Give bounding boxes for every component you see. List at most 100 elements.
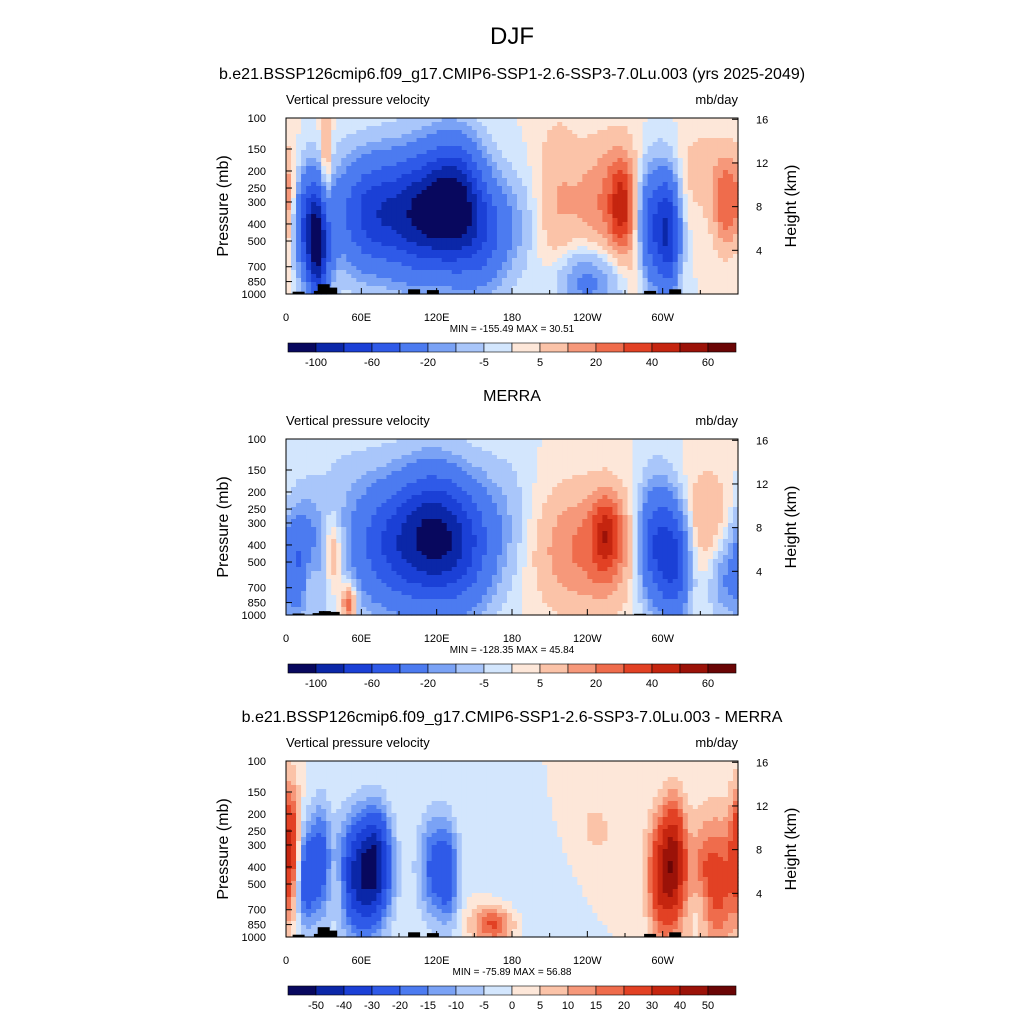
heatmap-cell [371, 258, 377, 263]
heatmap-cell [517, 174, 523, 179]
heatmap-cell [456, 166, 463, 171]
heatmap-cell [446, 282, 453, 287]
heatmap-cell [321, 479, 327, 484]
heatmap-cell [501, 262, 508, 267]
heatmap-cell [291, 282, 297, 287]
heatmap-cell [697, 230, 704, 235]
heatmap-cell [481, 242, 488, 247]
heatmap-cell [552, 262, 558, 267]
heatmap-cell [336, 467, 342, 472]
heatmap-cell [386, 138, 393, 143]
heatmap-cell [416, 266, 423, 271]
heatmap-cell [632, 439, 639, 444]
heatmap-cell [577, 230, 583, 235]
heatmap-cell [291, 166, 297, 171]
topography-block [669, 289, 682, 294]
heatmap-cell [421, 475, 428, 480]
heatmap-cell [361, 130, 367, 135]
heatmap-cell [291, 170, 297, 175]
heatmap-cell [331, 118, 337, 123]
heatmap-cell [532, 278, 538, 283]
heatmap-cell [406, 222, 413, 227]
heatmap-cell [421, 447, 428, 452]
heatmap-cell [401, 467, 408, 472]
heatmap-cell [597, 266, 603, 271]
heatmap-cell [657, 234, 664, 239]
heatmap-cell [376, 174, 383, 179]
heatmap-cell [717, 246, 724, 251]
heatmap-cell [341, 134, 347, 139]
heatmap-cell [461, 278, 468, 283]
heatmap-cell [311, 230, 317, 235]
heatmap-cell [371, 210, 377, 215]
heatmap-cell [687, 266, 694, 271]
heatmap-cell [552, 170, 558, 175]
heatmap-cell [466, 154, 473, 159]
heatmap-cell [501, 162, 508, 167]
heatmap-cell [572, 194, 578, 199]
heatmap-cell [301, 206, 307, 211]
heatmap-cell [697, 258, 704, 263]
heatmap-cell [512, 467, 518, 472]
heatmap-cell [702, 467, 709, 472]
heatmap-cell [461, 170, 468, 175]
heatmap-cell [481, 250, 488, 255]
heatmap-cell [286, 142, 292, 147]
heatmap-cell [732, 174, 739, 179]
heatmap-cell [617, 471, 624, 476]
heatmap-cell [416, 186, 423, 191]
heatmap-cell [517, 250, 523, 255]
heatmap-cell [346, 162, 352, 167]
heatmap-cell [582, 439, 588, 444]
heatmap-cell [607, 218, 614, 223]
heatmap-cell [461, 174, 468, 179]
heatmap-cell [632, 158, 639, 163]
heatmap-cell [441, 218, 448, 223]
heatmap-cell [476, 182, 483, 187]
heatmap-cell [627, 463, 634, 468]
heatmap-cell [401, 274, 408, 279]
heatmap-cell [496, 230, 503, 235]
heatmap-cell [396, 459, 403, 464]
heatmap-cell [567, 266, 573, 271]
heatmap-cell [627, 274, 634, 279]
heatmap-cell [416, 262, 423, 267]
heatmap-cell [662, 122, 669, 127]
heatmap-cell [557, 439, 563, 444]
heatmap-cell [692, 150, 699, 155]
heatmap-cell [532, 218, 538, 223]
heatmap-cell [532, 282, 538, 287]
colorbar-swatch [679, 342, 709, 353]
heatmap-cell [672, 130, 679, 135]
heatmap-cell [697, 234, 704, 239]
heatmap-cell [341, 166, 347, 171]
heatmap-cell [421, 174, 428, 179]
heatmap-cell [451, 122, 458, 127]
heatmap-cell [702, 278, 709, 283]
heatmap-cell [456, 134, 463, 139]
heatmap-cell [416, 134, 423, 139]
heatmap-cell [647, 471, 654, 476]
heatmap-cell [657, 242, 664, 247]
y-tick-label: 150 [248, 144, 266, 156]
heatmap-cell [361, 471, 367, 476]
heatmap-cell [466, 230, 473, 235]
heatmap-cell [707, 270, 714, 275]
heatmap-cell [286, 447, 292, 452]
heatmap-cell [401, 118, 408, 123]
heatmap-cell [351, 479, 357, 484]
heatmap-cell [657, 198, 664, 203]
heatmap-cell [722, 258, 729, 263]
heatmap-cell [537, 463, 543, 468]
heatmap-cell [592, 443, 598, 448]
heatmap-cell [692, 439, 699, 444]
heatmap-cell [456, 282, 463, 287]
heatmap-cell [692, 182, 699, 187]
heatmap-cell [702, 182, 709, 187]
heatmap-cell [712, 439, 719, 444]
heatmap-cell [471, 194, 478, 199]
heatmap-cell [351, 130, 357, 135]
heatmap-cell [562, 246, 568, 251]
heatmap-cell [687, 198, 694, 203]
heatmap-cell [637, 118, 644, 123]
